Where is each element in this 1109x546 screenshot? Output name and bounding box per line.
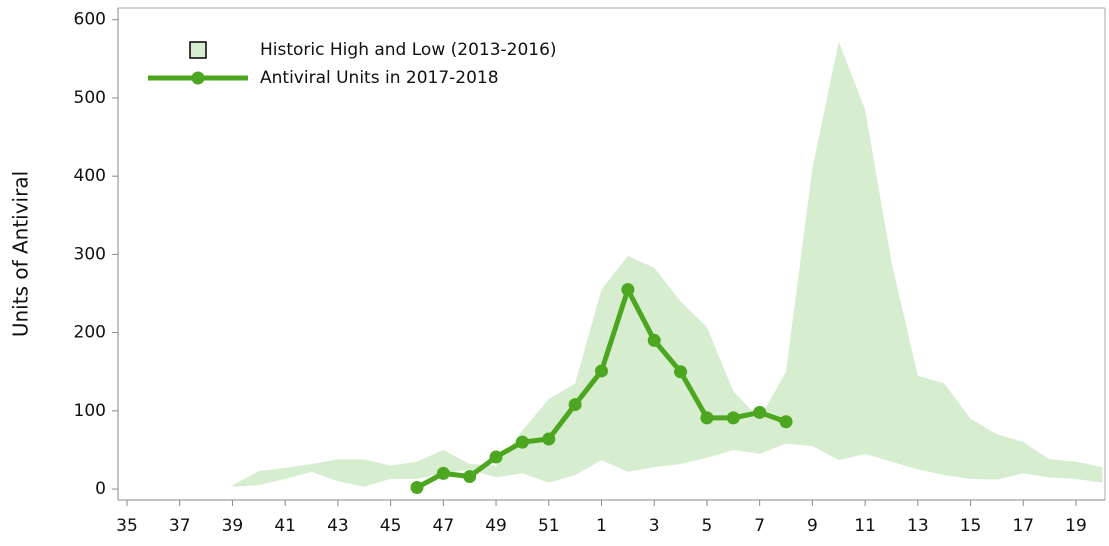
point bbox=[753, 405, 767, 419]
point bbox=[779, 415, 793, 429]
x-tick-label: 45 bbox=[380, 516, 402, 536]
legend-label: Antiviral Units in 2017-2018 bbox=[260, 68, 499, 88]
x-tick-label: 35 bbox=[116, 516, 138, 536]
x-tick-label: 37 bbox=[169, 516, 191, 536]
x-tick-label: 15 bbox=[960, 516, 982, 536]
point bbox=[647, 333, 661, 347]
point bbox=[621, 283, 635, 297]
x-tick-label: 7 bbox=[754, 516, 765, 536]
point bbox=[568, 398, 582, 412]
x-tick-label: 13 bbox=[907, 516, 929, 536]
y-tick-label: 200 bbox=[74, 323, 106, 343]
point bbox=[410, 480, 424, 494]
y-tick-label: 300 bbox=[74, 244, 106, 264]
point bbox=[726, 411, 740, 425]
x-tick-label: 39 bbox=[222, 516, 244, 536]
x-tick-label: 51 bbox=[538, 516, 560, 536]
legend-swatch bbox=[191, 71, 205, 85]
point bbox=[463, 470, 477, 484]
range-band bbox=[232, 41, 1103, 487]
legend-swatch bbox=[189, 41, 207, 59]
x-tick-label: 19 bbox=[1065, 516, 1087, 536]
x-tick-label: 9 bbox=[807, 516, 818, 536]
x-tick-label: 49 bbox=[485, 516, 507, 536]
point bbox=[674, 365, 688, 379]
point bbox=[700, 411, 714, 425]
y-tick-label: 400 bbox=[74, 166, 106, 186]
y-tick-label: 100 bbox=[74, 401, 106, 421]
y-tick-label: 0 bbox=[95, 479, 106, 499]
y-tick-label: 500 bbox=[74, 88, 106, 108]
x-tick-label: 41 bbox=[274, 516, 296, 536]
y-tick-label: 600 bbox=[74, 10, 106, 30]
point bbox=[595, 364, 609, 378]
point bbox=[489, 450, 503, 464]
x-tick-label: 3 bbox=[649, 516, 660, 536]
point bbox=[515, 435, 529, 449]
y-axis-label: Units of Antiviral bbox=[9, 171, 33, 337]
x-tick-label: 43 bbox=[327, 516, 349, 536]
x-tick-label: 11 bbox=[854, 516, 876, 536]
x-tick-label: 47 bbox=[433, 516, 455, 536]
legend-label: Historic High and Low (2013-2016) bbox=[260, 40, 557, 60]
x-tick-label: 1 bbox=[596, 516, 607, 536]
point bbox=[542, 432, 556, 446]
point bbox=[436, 466, 450, 480]
x-tick-label: 5 bbox=[702, 516, 713, 536]
x-tick-label: 17 bbox=[1012, 516, 1034, 536]
